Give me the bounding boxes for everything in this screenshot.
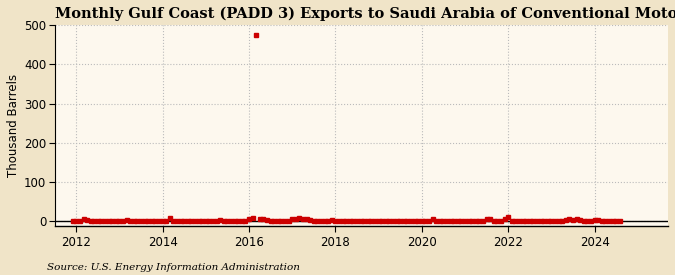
Y-axis label: Thousand Barrels: Thousand Barrels bbox=[7, 74, 20, 177]
Text: Monthly Gulf Coast (PADD 3) Exports to Saudi Arabia of Conventional Motor Gasoli: Monthly Gulf Coast (PADD 3) Exports to S… bbox=[55, 7, 675, 21]
Text: Source: U.S. Energy Information Administration: Source: U.S. Energy Information Administ… bbox=[47, 263, 300, 272]
